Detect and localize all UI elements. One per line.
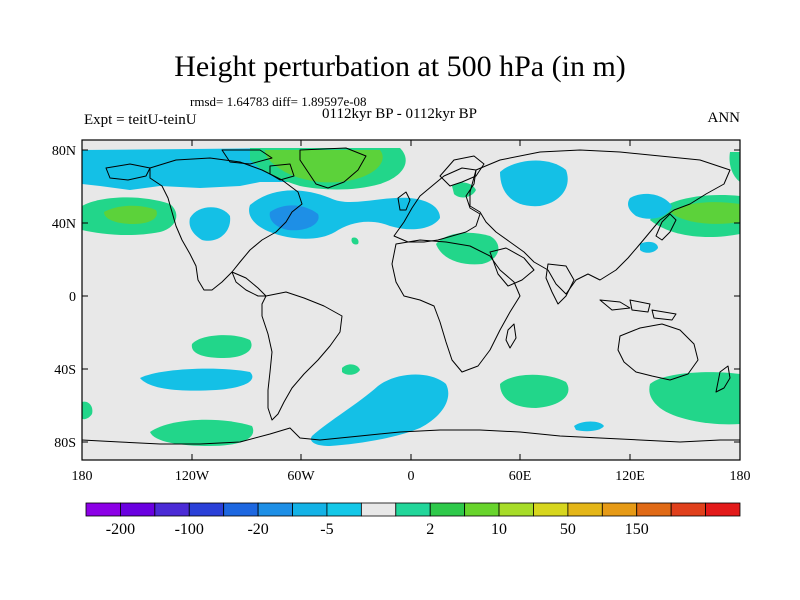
coastline-arabia (489, 247, 535, 287)
colorbar-label: -20 (247, 521, 268, 538)
colorbar-swatch (326, 502, 362, 517)
negative-region-east-asia (628, 193, 672, 219)
contour-fills (82, 148, 740, 446)
colorbar-swatch (705, 502, 741, 517)
colorbar-swatch (429, 502, 466, 517)
colorbar-swatch (223, 502, 259, 517)
lat-label-80s: 80S (54, 436, 76, 451)
positive-region-small-atlantic (351, 237, 359, 245)
coastline-scandinavia (439, 155, 485, 187)
coastline-arctic-islands (221, 149, 295, 181)
colorbar-swatch (670, 502, 706, 517)
coastline-british-isles (397, 191, 411, 211)
time-period-label: 0112kyr BP - 0112kyr BP (322, 106, 478, 122)
coastline-europe (393, 167, 481, 243)
coastline-central-america (231, 271, 267, 297)
coastline-antarctica (82, 427, 740, 445)
negative-region-northeast-pacific (189, 207, 231, 241)
positive-region-south-atlantic-small (342, 364, 360, 375)
latitude-labels: 80N 40N 0 40S 80S (52, 144, 76, 451)
coastline-india (545, 263, 575, 305)
colorbar-swatch (120, 502, 156, 517)
positive-region-west-edge (82, 401, 93, 420)
colorbar-label: -100 (175, 521, 204, 538)
rmsd-diff-stats: rmsd= 1.64783 diff= 1.89597e-08 (190, 94, 367, 109)
lat-label-0: 0 (69, 290, 76, 305)
colorbar-label: -5 (320, 521, 333, 538)
coastline-africa (391, 239, 521, 373)
colorbar-swatch (601, 502, 638, 517)
colorbar-label: 10 (491, 521, 507, 538)
tick-marks (81, 140, 741, 460)
positive-region-north-africa (436, 232, 499, 265)
colorbar-label: -200 (106, 521, 135, 538)
plot-title: Height perturbation at 500 hPa (in m) (174, 50, 626, 83)
negative-region-south-pacific (140, 368, 253, 391)
coastline-alaska (105, 163, 151, 181)
coastline-indonesia (599, 299, 677, 321)
colorbar-label: 150 (625, 521, 649, 538)
lon-label-60w: 60W (287, 469, 315, 484)
colorbar-labels: -200 -100 -20 -5 2 10 50 150 (106, 521, 649, 538)
colorbar-swatch (464, 502, 500, 517)
lon-label-60e: 60E (509, 469, 532, 484)
colorbar-swatch (636, 502, 672, 517)
lon-label-120e: 120E (615, 469, 645, 484)
lat-label-80n: 80N (52, 144, 76, 159)
coastline-australia (617, 323, 699, 381)
coastline-south-america (261, 291, 343, 421)
colorbar-swatch (395, 502, 431, 517)
strong-negative-region-north-atlantic (269, 205, 319, 231)
colorbar-label: 2 (426, 521, 434, 538)
colorbar (85, 502, 741, 517)
coastline-new-zealand (715, 365, 731, 393)
negative-region-south-atlantic (310, 374, 449, 446)
lon-label-0: 0 (408, 469, 415, 484)
colorbar-swatch (567, 502, 603, 517)
negative-region-southern-ocean-small (574, 421, 604, 432)
colorbar-swatch (533, 502, 569, 517)
colorbar-swatch (154, 502, 190, 517)
lon-label-180w: 180 (72, 469, 93, 484)
season-label: ANN (707, 110, 741, 126)
colorbar-swatch (188, 502, 225, 517)
lon-label-180e: 180 (730, 469, 751, 484)
coastline-greenland (299, 147, 367, 189)
coastline-asia (469, 149, 731, 295)
coastline-madagascar (505, 323, 517, 349)
strong-positive-region-north-pacific-east (670, 202, 740, 224)
positive-region-south-pacific (191, 335, 252, 358)
colorbar-swatch (257, 502, 293, 517)
negative-region-japan-small (640, 241, 658, 253)
lon-label-120w: 120W (175, 469, 210, 484)
lat-label-40s: 40S (54, 363, 76, 378)
colorbar-swatch (360, 502, 397, 517)
colorbar-swatch (85, 502, 121, 517)
coastlines (82, 147, 740, 445)
colorbar-swatch (498, 502, 534, 517)
coastline-japan (655, 213, 677, 241)
lat-label-40n: 40N (52, 217, 76, 232)
colorbar-label: 50 (560, 521, 576, 538)
positive-region-east-edge-north (729, 152, 740, 182)
strong-positive-region-north-pacific-west (104, 205, 157, 224)
positive-region-antarctic-pacific (150, 419, 254, 446)
longitude-labels: 180 120W 60W 0 60E 120E 180 (72, 469, 751, 484)
experiment-label: Expt = teitU-teinU (84, 112, 197, 128)
negative-region-siberia (500, 160, 568, 207)
colorbar-swatch (292, 502, 328, 517)
positive-region-south-indian (500, 374, 569, 408)
